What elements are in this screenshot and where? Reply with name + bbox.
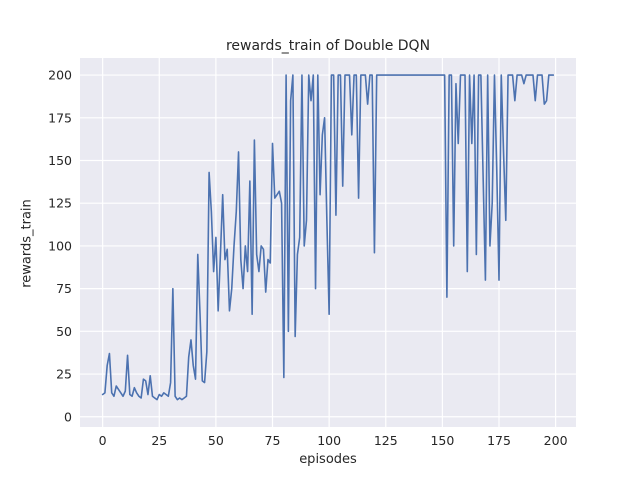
y-tick-label: 200 bbox=[48, 68, 72, 83]
x-tick-label: 50 bbox=[208, 433, 224, 448]
x-tick-label: 0 bbox=[99, 433, 107, 448]
chart-title: rewards_train of Double DQN bbox=[225, 38, 431, 54]
y-tick-label: 150 bbox=[48, 153, 72, 168]
y-tick-label: 100 bbox=[48, 238, 72, 253]
y-tick-label: 125 bbox=[48, 196, 72, 211]
x-tick-label: 100 bbox=[317, 433, 341, 448]
series-line-rewards-train bbox=[101, 74, 555, 401]
x-tick-label: 150 bbox=[430, 433, 454, 448]
x-axis-label: episodes bbox=[299, 452, 357, 467]
x-tick-label: 125 bbox=[374, 433, 398, 448]
y-tick-label: 25 bbox=[56, 367, 72, 382]
x-tick-label: 25 bbox=[151, 433, 167, 448]
y-tick-label: 175 bbox=[48, 110, 72, 125]
x-tick-label: 75 bbox=[265, 433, 281, 448]
y-axis-label: rewards_train bbox=[19, 199, 35, 288]
y-tick-label: 75 bbox=[56, 281, 72, 296]
x-tick-label: 175 bbox=[487, 433, 511, 448]
y-tick-label: 50 bbox=[56, 324, 72, 339]
y-tick-label: 0 bbox=[64, 409, 72, 424]
x-tick-label: 200 bbox=[544, 433, 568, 448]
